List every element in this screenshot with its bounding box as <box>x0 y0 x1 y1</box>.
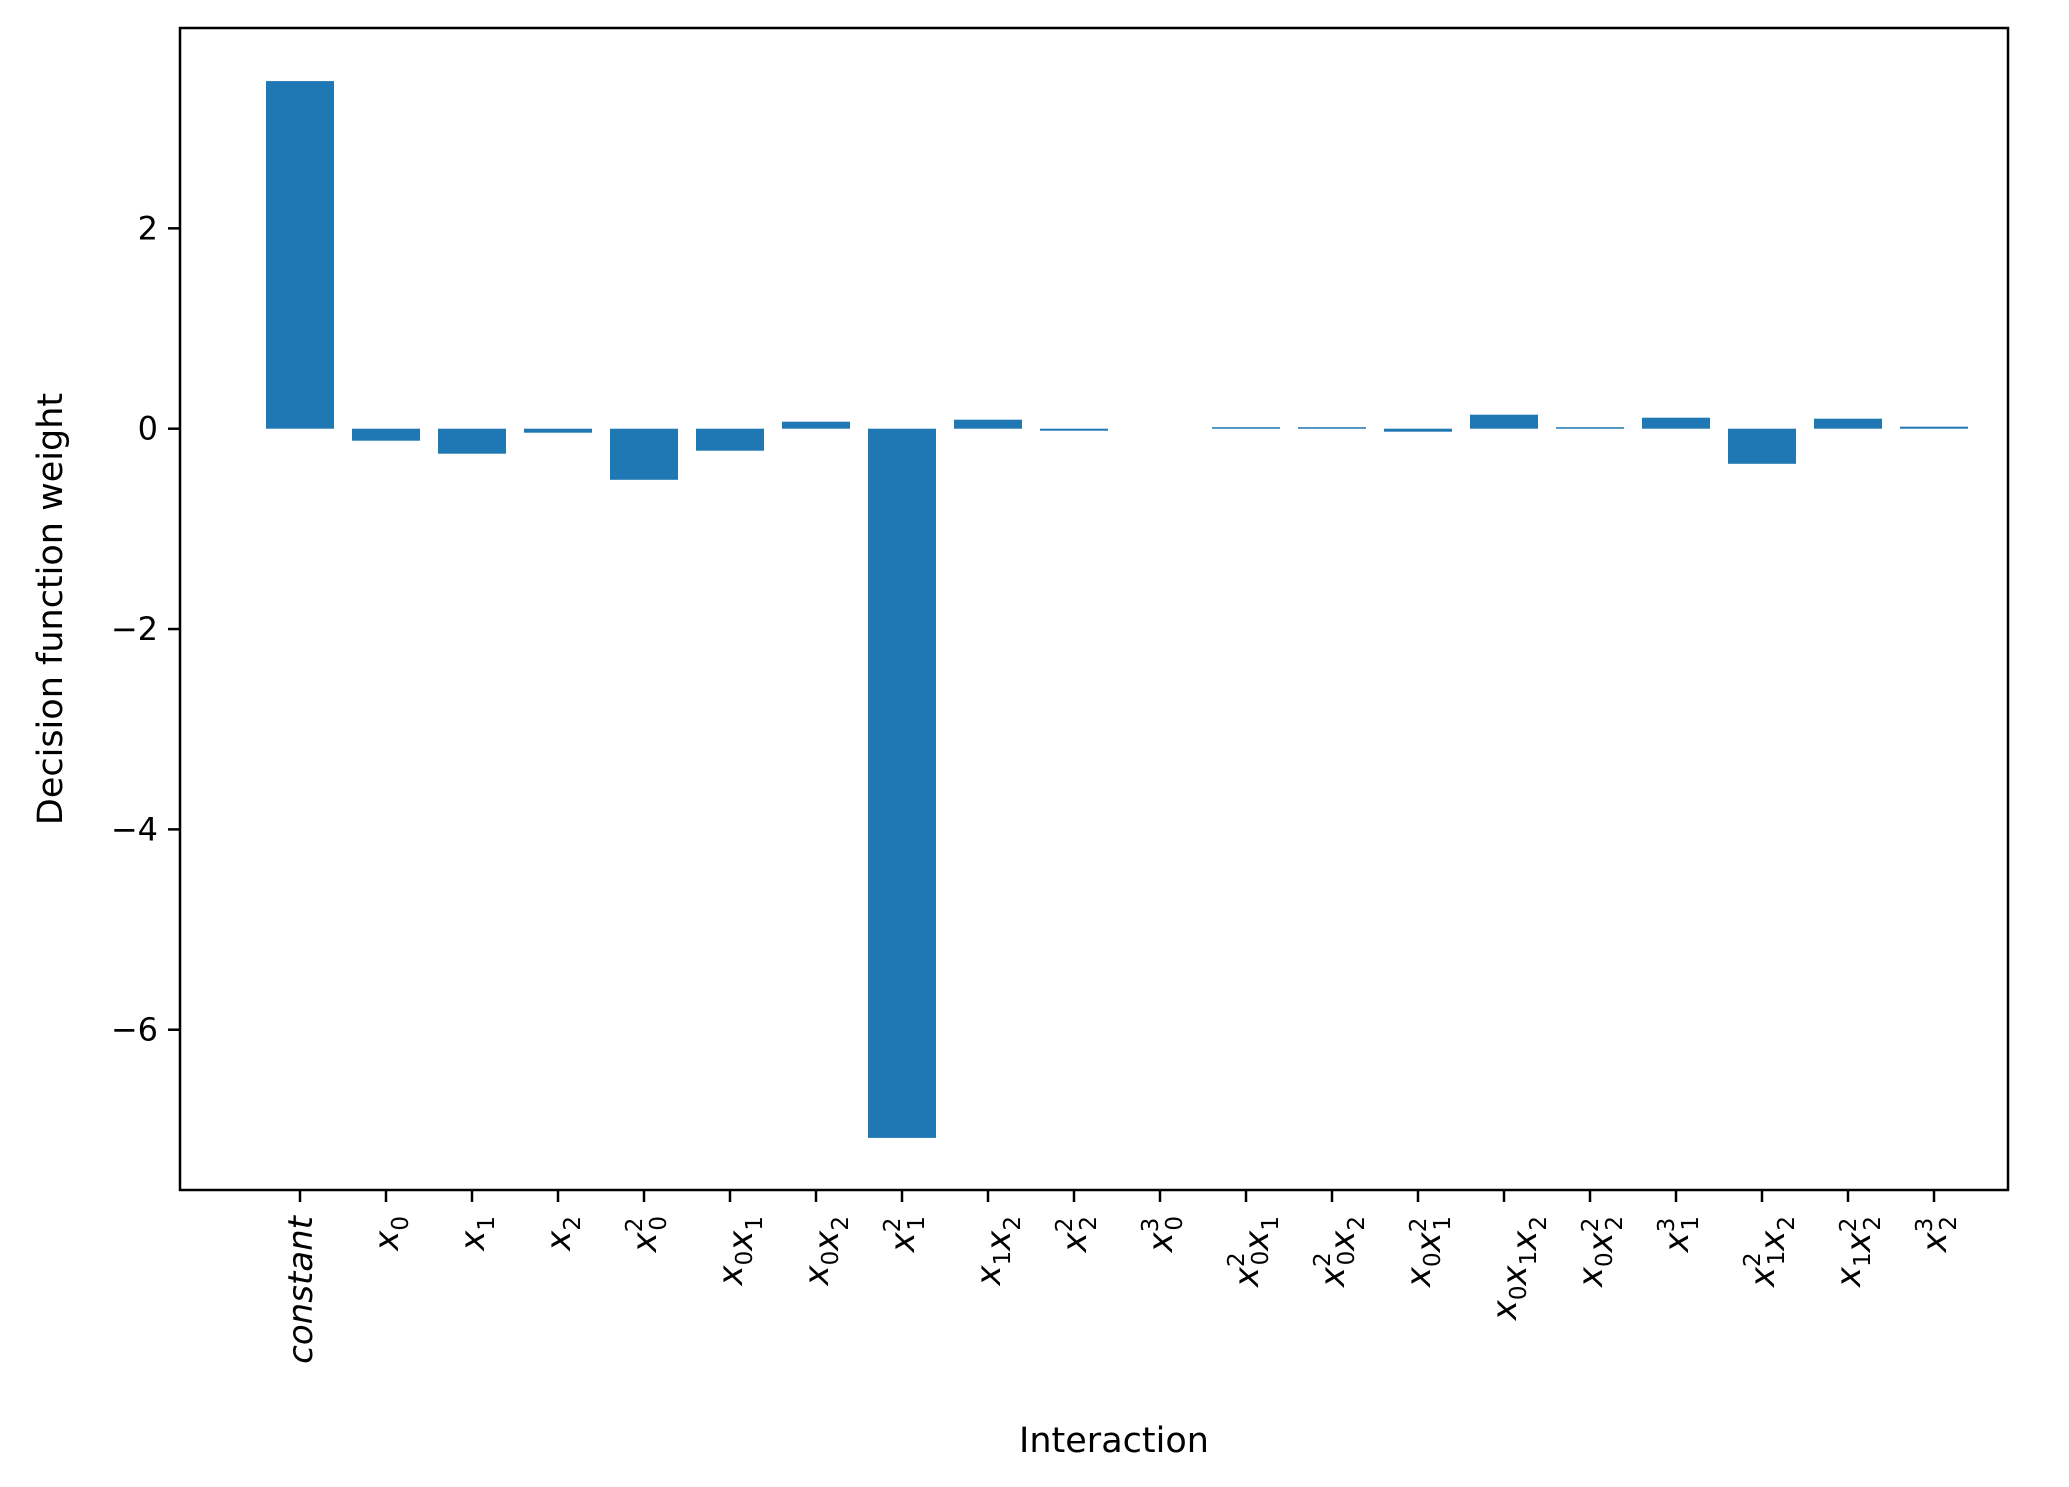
bar-5 <box>696 428 764 451</box>
bar-16 <box>1642 417 1710 429</box>
x-tick-label-19: x32 <box>1912 1216 1962 1253</box>
x-tick-label-7: x21 <box>880 1216 930 1253</box>
x-tick-label-14: x0x1x2 <box>1485 1216 1552 1321</box>
x-tick-label-2: x1 <box>453 1216 500 1252</box>
x-tick-label-10: x30 <box>1138 1216 1188 1253</box>
y-axis-label: Decision function weight <box>31 393 71 825</box>
x-tick-label-12: x20x2 <box>1310 1216 1370 1288</box>
x-tick-label-5: x0x1 <box>711 1216 768 1287</box>
x-tick-label-11: x20x1 <box>1224 1216 1284 1288</box>
x-tick-label-4: x20 <box>622 1216 672 1253</box>
bar-7 <box>868 428 936 1138</box>
x-tick-label-17: x21x2 <box>1740 1216 1800 1288</box>
y-tick-label-4: −6 <box>111 1011 158 1049</box>
x-tick-label-8: x1x2 <box>969 1216 1026 1287</box>
plot-frame <box>178 26 2010 1192</box>
x-tick-label-16: x31 <box>1654 1216 1704 1253</box>
bar-1 <box>352 428 420 441</box>
x-tick-label-9: x22 <box>1052 1216 1102 1253</box>
y-tick-label-3: −4 <box>111 810 158 848</box>
x-tick-label-15: x0x22 <box>1571 1216 1628 1288</box>
y-tick-label-2: −2 <box>111 610 158 648</box>
bar-0 <box>266 81 334 429</box>
bar-6 <box>782 421 850 429</box>
bar-17 <box>1728 428 1796 464</box>
x-tick-label-6: x0x2 <box>797 1216 854 1287</box>
x-tick-label-1: x0 <box>367 1216 414 1252</box>
x-axis-ticks: constant x0x1x2x20x0x1x0x2x21x1x2x22x30x2… <box>281 1190 1962 1364</box>
bar-12 <box>1298 427 1366 429</box>
bar-2 <box>438 428 506 454</box>
y-axis-ticks: 2 0 −2 −4 −6 <box>111 209 180 1049</box>
x-tick-label-18: x1x22 <box>1829 1216 1886 1288</box>
bar-15 <box>1556 427 1624 429</box>
x-tick-label-13: x0x21 <box>1399 1216 1456 1288</box>
x-tick-label-0: constant <box>281 1214 321 1363</box>
bar-18 <box>1814 418 1882 429</box>
bars-group <box>266 81 1968 1138</box>
bar-19 <box>1900 426 1968 429</box>
x-axis-label: Interaction <box>1019 1421 1209 1461</box>
bar-8 <box>954 419 1022 429</box>
bar-13 <box>1384 428 1452 432</box>
x-tick-label-3: x2 <box>539 1216 586 1252</box>
bar-4 <box>610 428 678 480</box>
bar-9 <box>1040 428 1108 431</box>
y-tick-label-0: 2 <box>138 209 158 247</box>
bar-14 <box>1470 414 1538 429</box>
bar-3 <box>524 428 592 433</box>
bar-11 <box>1212 427 1280 429</box>
y-tick-label-1: 0 <box>138 410 158 448</box>
